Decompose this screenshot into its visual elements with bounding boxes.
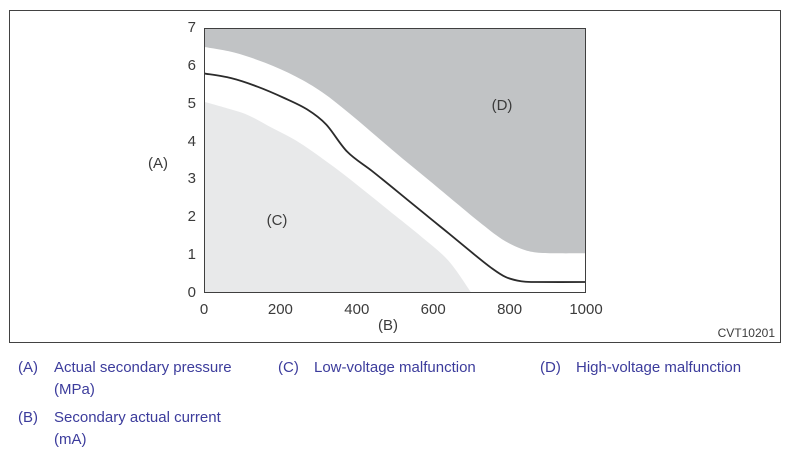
legend-entry-c-text: Low-voltage malfunction — [314, 357, 476, 379]
legend-column-3: (D) High-voltage malfunction — [540, 357, 741, 379]
x-tick-label: 400 — [344, 301, 370, 318]
y-tick-label: 0 — [187, 284, 196, 301]
y-tick-label: 5 — [187, 94, 196, 112]
x-axis-symbol: (B) — [378, 317, 398, 334]
legend-key-d: (D) — [540, 359, 561, 376]
legend-text-line: High-voltage malfunction — [576, 359, 742, 376]
y-tick-label: 2 — [187, 208, 196, 226]
legend-text-line: (mA) — [54, 431, 87, 448]
legend-text-line: (MPa) — [54, 381, 95, 398]
y-tick-label: 1 — [187, 246, 196, 264]
x-tick-label: 800 — [497, 301, 523, 318]
legend-entry-d: (D) High-voltage malfunction — [540, 357, 741, 379]
x-tick-label: 200 — [267, 301, 293, 318]
legend-entry-c: (C) Low-voltage malfunction — [278, 357, 476, 379]
plot-border — [204, 28, 586, 293]
legend-entry-b-text: Secondary actual current (mA) — [54, 407, 221, 451]
legend-key-c: (C) — [278, 359, 299, 376]
region-c-label: (C) — [266, 212, 288, 229]
y-tick-label: 6 — [187, 56, 196, 74]
x-tick-label: 600 — [420, 301, 446, 318]
threshold-curve — [204, 72, 586, 283]
legend-text-line: Low-voltage malfunction — [314, 359, 476, 376]
legend-entry-a: (A) Actual secondary pressure (MPa) — [18, 357, 232, 401]
legend-key-a: (A) — [18, 359, 38, 376]
legend-column-2: (C) Low-voltage malfunction — [278, 357, 476, 379]
x-tick-label: 0 — [199, 301, 209, 318]
x-tick-label: 1000 — [569, 301, 603, 318]
legend-entry-a-text: Actual secondary pressure (MPa) — [54, 357, 232, 401]
region-d-high-voltage-area — [204, 28, 586, 254]
legend-column-1: (A) Actual secondary pressure (MPa) (B) … — [18, 357, 232, 451]
figure-code: CVT10201 — [717, 326, 775, 340]
malfunction-region-chart — [204, 28, 586, 293]
legend-entry-b: (B) Secondary actual current (mA) — [18, 407, 232, 451]
region-d-label: (D) — [491, 97, 513, 114]
region-c-low-voltage-area — [204, 101, 472, 293]
legend-text-line: Secondary actual current — [54, 409, 221, 426]
legend-entry-d-text: High-voltage malfunction — [576, 357, 741, 379]
figure-panel: (A) 7 6 5 4 3 2 1 0 (C) (D) 0 200 400 600 800 1000 (… — [9, 10, 781, 343]
legend-text-line: Actual secondary pressure — [54, 359, 232, 376]
legend-key-b: (B) — [18, 409, 38, 426]
y-axis-symbol: (A) — [148, 155, 168, 172]
y-tick-label: 3 — [187, 170, 196, 188]
y-tick-label: 4 — [187, 132, 196, 150]
y-tick-label: 7 — [187, 19, 196, 36]
